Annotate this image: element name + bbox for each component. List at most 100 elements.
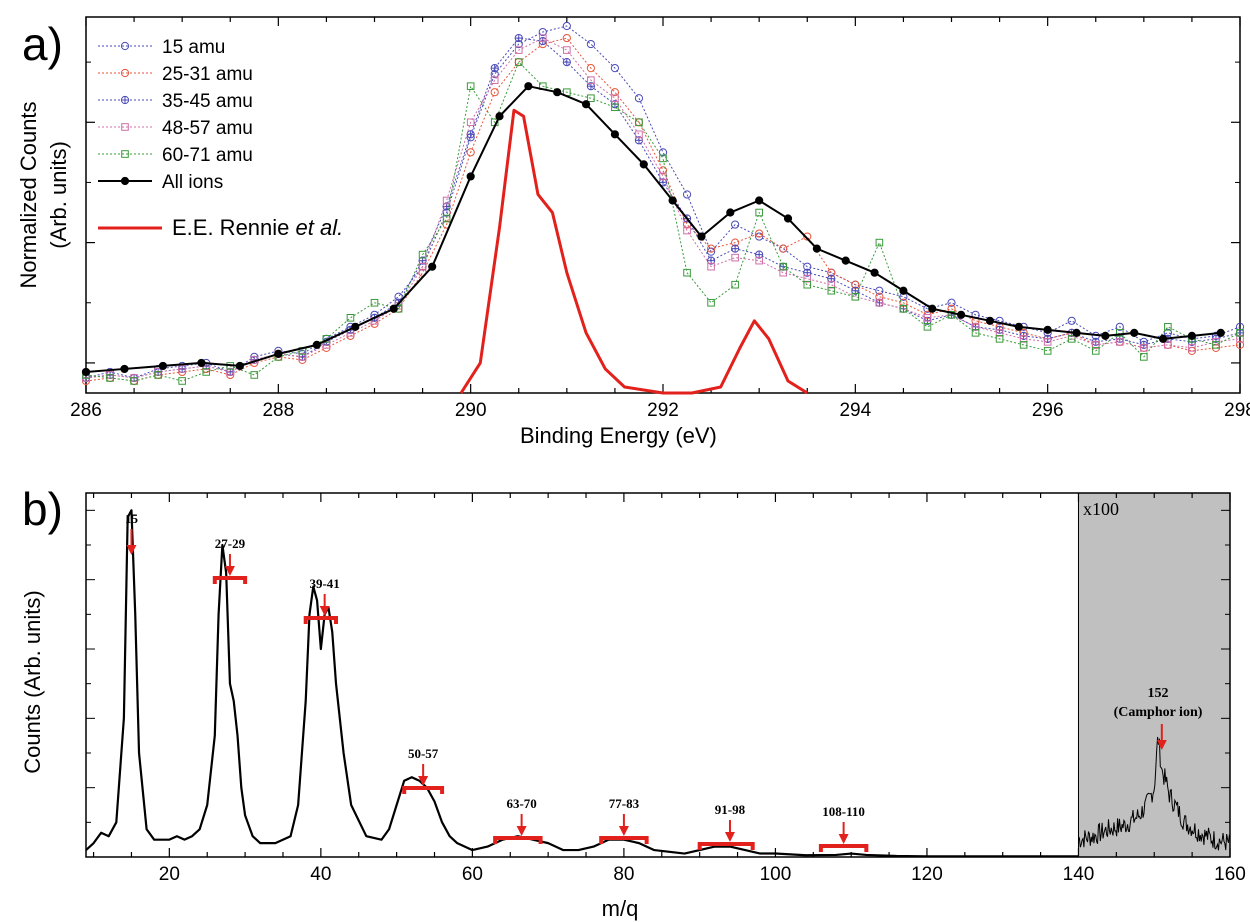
data-point — [562, 33, 571, 43]
data-point — [1072, 328, 1081, 337]
data-point — [524, 82, 533, 91]
data-point — [154, 371, 162, 379]
series-line — [85, 37, 1241, 382]
data-point — [490, 76, 499, 84]
data-point — [875, 238, 884, 247]
arrow-head — [224, 566, 235, 576]
data-point — [298, 353, 307, 361]
legend-marker — [121, 123, 129, 131]
data-point — [389, 304, 398, 313]
data-point — [635, 118, 643, 127]
range-bracket — [599, 836, 649, 844]
arrow-head — [1156, 740, 1167, 750]
data-point — [947, 298, 956, 307]
data-point — [538, 34, 547, 42]
data-point — [120, 364, 129, 374]
data-point — [106, 374, 114, 382]
camphor-arrow — [1156, 724, 1167, 750]
data-point — [346, 314, 355, 322]
series-line — [85, 37, 1241, 379]
data-point — [1140, 353, 1148, 361]
panel-a-series — [81, 21, 1245, 395]
range-bracket — [697, 842, 755, 850]
data-point — [226, 368, 235, 376]
range-bracket — [818, 844, 869, 852]
legend-label: All ions — [162, 172, 223, 193]
data-point — [1043, 347, 1052, 355]
data-point — [158, 361, 168, 371]
data-point — [610, 88, 620, 97]
series-15-amu — [81, 21, 1245, 383]
data-point — [875, 286, 884, 295]
data-point — [490, 88, 499, 97]
panel-a: a) 286 288 290 292 294 296 298 Binding Energy … — [16, 16, 1250, 448]
annotation-27-29: 27-29 — [212, 536, 248, 584]
data-point — [870, 268, 879, 277]
data-point — [1091, 341, 1100, 349]
x-tick-label: 60 — [462, 864, 483, 885]
data-point — [683, 226, 691, 235]
data-point — [466, 82, 475, 90]
data-point — [1067, 316, 1076, 325]
data-point — [466, 148, 475, 157]
data-point — [370, 298, 379, 307]
arrow-head — [838, 834, 849, 844]
legend-marker — [121, 150, 129, 158]
annotation-label: 63-70 — [506, 796, 536, 811]
panel-b-ylabel: Counts (Arb. units) — [20, 590, 45, 773]
range-bracket — [212, 576, 248, 584]
data-point — [202, 368, 211, 376]
data-point — [706, 244, 716, 253]
x100-inset-region — [1077, 492, 1231, 858]
annotation-50-57: 50-57 — [402, 746, 445, 794]
annotation-label: 91-98 — [715, 802, 746, 817]
range-bracket — [303, 616, 339, 624]
data-point — [707, 262, 715, 271]
data-point — [1164, 341, 1172, 349]
series-35-45-amu — [81, 33, 1245, 383]
data-point — [707, 298, 715, 307]
series-e-e-rennie-et-al- — [459, 108, 809, 395]
x-tick-label: 286 — [70, 400, 102, 421]
arrow-head — [618, 826, 629, 836]
annotation-label: 108-110 — [822, 804, 865, 819]
data-point — [611, 94, 619, 103]
x-tick-label: 80 — [613, 864, 634, 885]
panel-a-legend: 15 amu 25-31 amu 35-45 amu 48-57 amu 60-71 a… — [98, 37, 253, 230]
data-point — [586, 64, 595, 73]
data-point — [995, 335, 1004, 343]
data-point — [418, 250, 427, 259]
series-line — [85, 37, 1241, 379]
x-tick-label: 288 — [262, 400, 294, 421]
x-tick-label: 160 — [1214, 864, 1246, 885]
data-point — [779, 262, 788, 271]
legend-marker — [120, 41, 130, 51]
data-point — [683, 268, 691, 277]
x-tick-label: 20 — [159, 864, 180, 885]
annotation-label: 77-83 — [609, 796, 640, 811]
data-point — [639, 160, 648, 169]
series-line — [459, 108, 809, 395]
data-point — [274, 349, 283, 358]
data-point — [178, 377, 186, 385]
data-point — [1188, 344, 1196, 352]
arrow-head — [126, 545, 137, 555]
legend-label: 60-71 amu — [162, 145, 253, 166]
annotation-15: 15 — [125, 511, 139, 555]
data-point — [514, 46, 523, 54]
data-point — [587, 94, 595, 103]
data-point — [581, 100, 591, 109]
data-point — [1014, 322, 1023, 331]
x-tick-label: 120 — [911, 864, 943, 885]
legend-marker — [120, 176, 130, 186]
panel-b-series — [85, 509, 1230, 858]
panel-a-ylabel: Normalized Counts (Arb. units) — [16, 101, 71, 288]
range-bracket — [493, 836, 543, 844]
annotation-label: 15 — [125, 511, 139, 526]
data-point — [514, 58, 523, 66]
data-point — [923, 314, 932, 322]
camphor-name-label: (Camphor ion) — [1114, 705, 1203, 720]
x-tick-label: 296 — [1032, 400, 1064, 421]
data-point — [875, 298, 884, 307]
